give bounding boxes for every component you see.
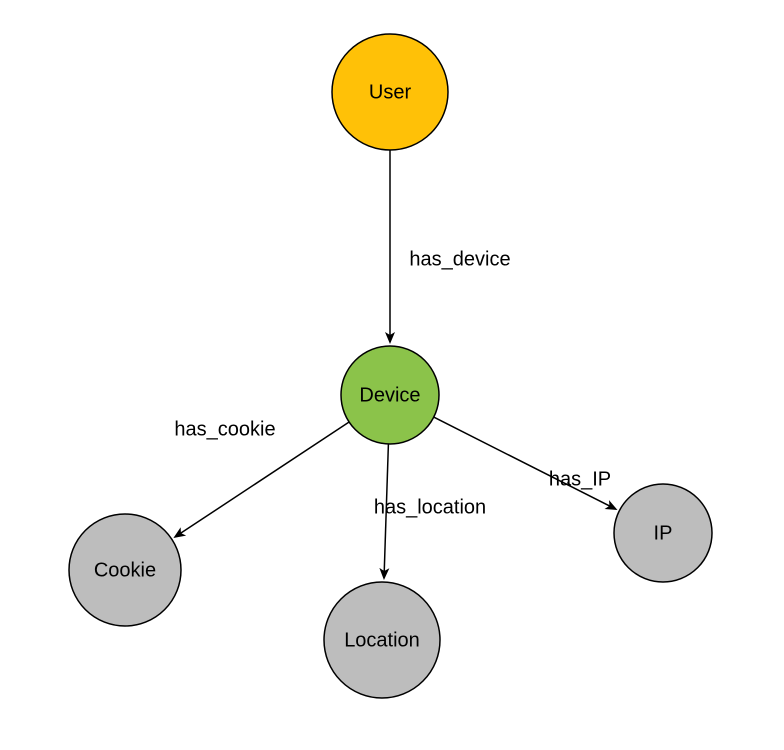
graph-diagram: has_device has_cookie has_location has_IP U… — [0, 0, 784, 750]
node-label-device: Device — [359, 384, 420, 406]
node-cookie: Cookie — [69, 514, 181, 626]
edge-label-has-cookie: has_cookie — [174, 418, 275, 440]
node-location: Location — [324, 582, 440, 698]
node-label-location: Location — [344, 629, 420, 651]
node-label-cookie: Cookie — [94, 559, 156, 581]
node-label-user: User — [369, 81, 412, 103]
nodes-layer: User Device Cookie Location IP — [69, 34, 712, 698]
node-label-ip: IP — [654, 522, 673, 544]
edge-label-has-device: has_device — [409, 248, 510, 270]
node-user: User — [332, 34, 448, 150]
edge-device-ip — [434, 417, 616, 509]
node-ip: IP — [614, 484, 712, 582]
edge-label-has-location: has_location — [374, 496, 486, 518]
edge-label-has-IP: has_IP — [549, 468, 611, 490]
node-device: Device — [341, 346, 439, 444]
